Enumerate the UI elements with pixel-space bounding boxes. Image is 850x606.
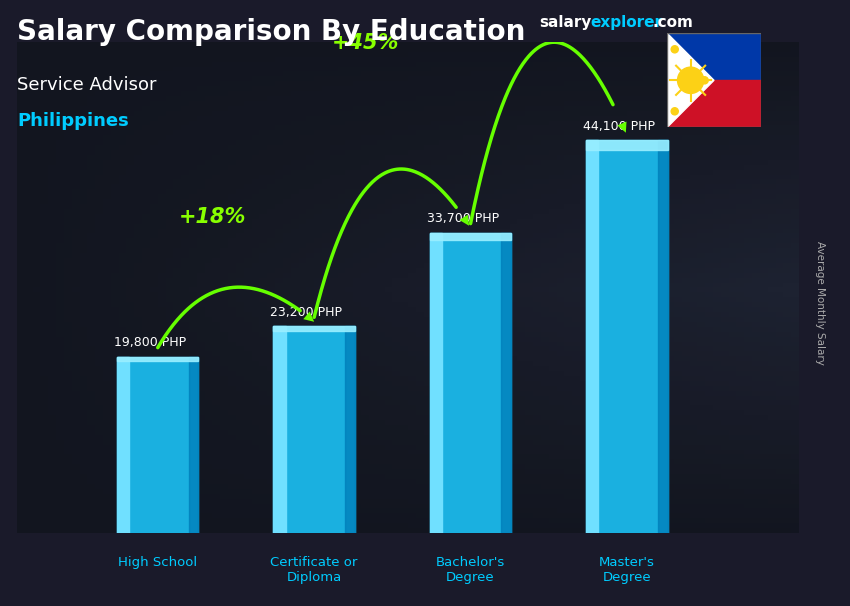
Bar: [502, 233, 511, 533]
Bar: [667, 33, 761, 80]
Bar: [667, 80, 761, 127]
Text: 23,200 PHP: 23,200 PHP: [270, 306, 343, 319]
Text: High School: High School: [118, 556, 197, 568]
Bar: [274, 326, 354, 533]
Text: explorer: explorer: [591, 15, 663, 30]
Circle shape: [677, 67, 704, 93]
Bar: [586, 140, 667, 533]
Text: 33,700 PHP: 33,700 PHP: [427, 212, 499, 225]
Text: Certificate or
Diploma: Certificate or Diploma: [270, 556, 358, 584]
Text: Average Monthly Salary: Average Monthly Salary: [815, 241, 825, 365]
Text: 44,100 PHP: 44,100 PHP: [583, 119, 655, 133]
Bar: [430, 233, 511, 533]
Circle shape: [672, 108, 678, 115]
Text: salary: salary: [540, 15, 592, 30]
Bar: [274, 326, 286, 533]
Text: Bachelor's
Degree: Bachelor's Degree: [436, 556, 505, 584]
Bar: [345, 326, 354, 533]
Bar: [117, 356, 129, 533]
Bar: [586, 140, 667, 150]
Text: +45%: +45%: [332, 33, 400, 53]
Text: +18%: +18%: [178, 207, 246, 227]
Circle shape: [672, 45, 678, 53]
Circle shape: [701, 77, 708, 84]
Bar: [117, 356, 198, 533]
Text: Master's
Degree: Master's Degree: [599, 556, 654, 584]
Bar: [189, 356, 198, 533]
Bar: [274, 326, 354, 331]
Text: Salary Comparison By Education: Salary Comparison By Education: [17, 18, 525, 46]
Text: .com: .com: [653, 15, 694, 30]
Text: Philippines: Philippines: [17, 112, 128, 130]
Text: Service Advisor: Service Advisor: [17, 76, 156, 94]
Bar: [430, 233, 511, 240]
Text: 19,800 PHP: 19,800 PHP: [114, 336, 186, 350]
Polygon shape: [667, 33, 714, 127]
Bar: [586, 140, 598, 533]
Bar: [430, 233, 442, 533]
Bar: [117, 356, 198, 361]
Bar: [658, 140, 667, 533]
